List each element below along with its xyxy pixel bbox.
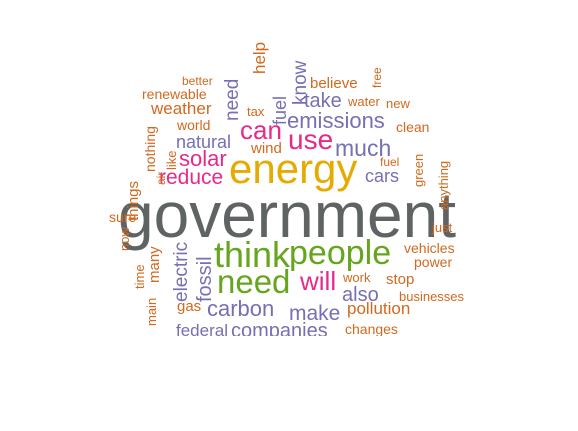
word-people: people	[289, 234, 392, 272]
word-reduce: reduce	[159, 166, 224, 189]
word-tax: tax	[247, 104, 265, 119]
word-better: better	[182, 74, 213, 88]
word-use: use	[288, 124, 334, 155]
word-nothing: nothing	[142, 126, 158, 172]
word-businesses: businesses	[399, 289, 465, 304]
word-anything: anything	[436, 160, 451, 210]
word-cars: cars	[365, 166, 400, 186]
word-like: like	[164, 150, 179, 170]
word-pollution: pollution	[347, 299, 411, 318]
word-time: time	[132, 264, 147, 289]
word-electric: electric	[171, 241, 192, 302]
word-think: think	[214, 234, 291, 275]
word-cloud: government energy think people need will use ca…	[109, 41, 465, 336]
word-make: make	[289, 302, 341, 325]
word-fuel: fuel	[380, 155, 400, 169]
word-government: government	[118, 179, 456, 251]
word-federal: federal	[176, 321, 228, 336]
word-main: main	[144, 297, 159, 326]
word-natural: natural	[176, 132, 232, 152]
word-work: work	[343, 270, 371, 285]
word-need: need	[217, 263, 291, 300]
word-can: can	[240, 115, 282, 145]
word-wind: wind	[251, 140, 282, 157]
word-fuel: fuel	[270, 95, 290, 125]
word-companies: companies	[231, 320, 328, 336]
word-stop: stop	[386, 271, 415, 288]
word-now: now	[117, 227, 132, 251]
word-take: take	[304, 90, 342, 112]
word-water: water	[348, 94, 380, 109]
word-much: much	[335, 135, 392, 161]
word-solar: solar	[179, 146, 227, 171]
word-air: air	[154, 171, 168, 185]
word-emissions: emissions	[287, 108, 385, 133]
word-fossil: fossil	[194, 256, 216, 302]
word-just: just	[432, 220, 453, 235]
word-sure: sure	[109, 209, 137, 225]
word-changes: changes	[345, 321, 398, 336]
word-clean: clean	[396, 119, 430, 135]
word-power: power	[414, 254, 453, 270]
word-believe: believe	[310, 75, 358, 92]
word-free: free	[370, 67, 384, 88]
word-many: many	[146, 246, 163, 283]
word-renewable: renewable	[142, 86, 207, 102]
word-carbon: carbon	[207, 296, 275, 321]
word-new: new	[386, 96, 410, 111]
word-help: help	[250, 41, 269, 74]
word-vehicles: vehicles	[404, 240, 455, 256]
word-also: also	[342, 284, 379, 306]
word-gas: gas	[177, 298, 202, 315]
word-know: know	[290, 60, 311, 105]
word-will: will	[300, 266, 337, 296]
word-weather: weather	[151, 99, 212, 118]
word-world: world	[177, 117, 211, 133]
word-need: need	[222, 78, 243, 121]
word-green: green	[411, 153, 426, 187]
word-energy: energy	[229, 145, 358, 192]
